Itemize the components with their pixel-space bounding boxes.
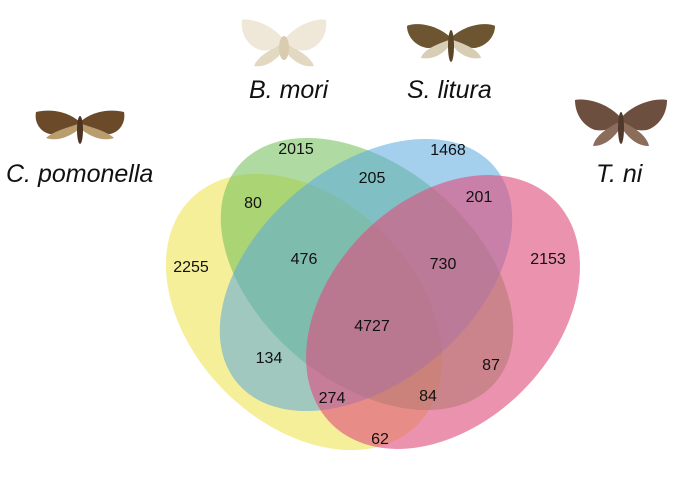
count-bmor-tni: 87	[482, 357, 500, 374]
count-cpom-bmor: 80	[244, 195, 262, 212]
count-cpom-tni: 62	[371, 431, 389, 448]
count-c-pomonella-only: 2255	[173, 259, 209, 276]
label-s-litura: S. litura	[407, 76, 492, 104]
count-s-litura-only: 1468	[430, 142, 466, 159]
count-cpom-bmor-tni: 84	[419, 388, 437, 405]
count-all-four: 4727	[354, 318, 390, 335]
moth-icon	[35, 110, 125, 144]
count-bmor-slit-tni: 730	[430, 256, 457, 273]
label-t-ni: T. ni	[596, 160, 643, 188]
count-b-mori-only: 2015	[278, 141, 314, 158]
moth-icon	[241, 19, 327, 67]
label-b-mori: B. mori	[249, 76, 329, 104]
count-bmor-slit: 205	[359, 170, 386, 187]
label-c-pomonella: C. pomonella	[6, 160, 154, 188]
count-t-ni-only: 2153	[530, 251, 566, 268]
count-cpom-slit-tni: 274	[319, 390, 346, 407]
count-slit-tni: 201	[466, 189, 493, 206]
moth-icon	[407, 24, 495, 62]
ellipse-t-ni	[306, 175, 580, 449]
count-cpom-bmor-slit: 476	[291, 251, 318, 268]
count-cpom-slit: 134	[256, 350, 283, 367]
moth-icon	[575, 99, 667, 146]
